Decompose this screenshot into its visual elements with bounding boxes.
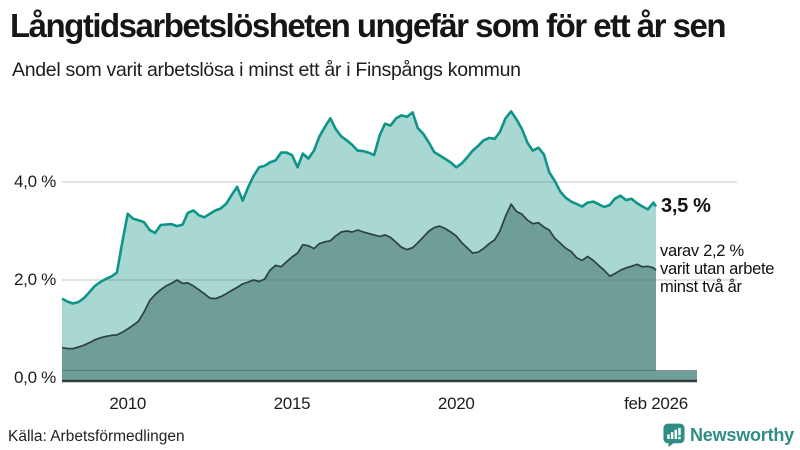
source-credit: Källa: Arbetsförmedlingen: [8, 428, 185, 445]
x-axis-tick-label: feb 2026: [624, 394, 688, 413]
page-title: Långtidsarbetslösheten ungefär som för e…: [10, 7, 727, 44]
y-axis-tick-label: 2,0 %: [14, 270, 56, 289]
axis-bar: [62, 370, 697, 380]
line-two-years: [61, 203, 657, 350]
x-axis-tick-label: 2015: [273, 394, 311, 413]
x-axis-tick-label: 2010: [109, 394, 147, 413]
line-one-year: [61, 110, 658, 305]
secondary-note-line-2: varit utan arbete: [660, 260, 775, 279]
x-axis-tick-label: 2020: [437, 394, 475, 413]
y-axis-tick-label: 4,0 %: [14, 172, 56, 191]
y-axis-tick-label: 0,0 %: [14, 368, 56, 387]
page-subtitle: Andel som varit arbetslösa i minst ett å…: [12, 59, 521, 81]
last-value-label: 3,5 %: [661, 194, 711, 217]
secondary-series-note: varav 2,2 % varit utan arbete minst två …: [660, 242, 774, 296]
area-fill-1: [62, 204, 656, 380]
brand-name: Newsworthy: [689, 425, 794, 445]
brand-logo: Newsworthy: [663, 423, 794, 448]
secondary-note-line-1: varav 2,2 %: [660, 242, 744, 261]
secondary-note-line-3: minst två år: [660, 278, 742, 297]
newsworthy-icon: [663, 423, 685, 448]
